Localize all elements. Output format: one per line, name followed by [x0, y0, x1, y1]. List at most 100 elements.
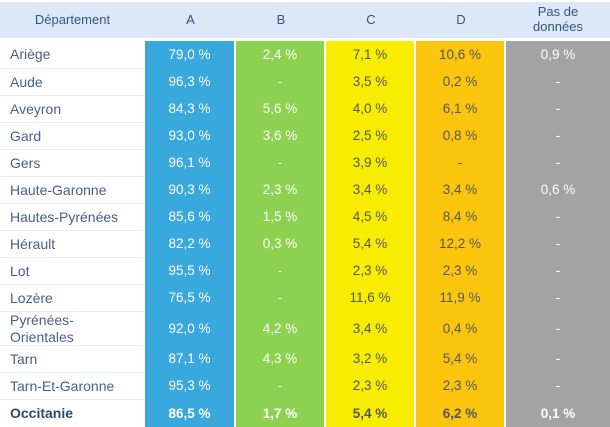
column-divider [324, 311, 326, 345]
column-divider [324, 230, 326, 257]
value-no-data: 0,9 % [506, 41, 610, 68]
column-header-d: D [456, 11, 466, 27]
column-divider [234, 399, 236, 427]
column-divider [234, 311, 236, 345]
department-name: Haute-Garonne [0, 176, 145, 203]
column-divider [414, 41, 416, 68]
value-b: - [236, 149, 324, 176]
column-divider [504, 176, 506, 203]
department-name: Gard [0, 122, 145, 149]
value-c: 11,6 % [326, 284, 414, 311]
value-a: 86,5 % [145, 399, 234, 427]
column-divider [414, 203, 416, 230]
region-total-name: Occitanie [0, 399, 145, 427]
column-divider [324, 284, 326, 311]
column-divider [234, 95, 236, 122]
value-no-data: - [506, 345, 610, 372]
value-no-data: - [506, 203, 610, 230]
value-d: 6,1 % [416, 95, 504, 122]
value-d: - [416, 149, 504, 176]
value-d: 0,8 % [416, 122, 504, 149]
department-name: Pyrénées-Orientales [0, 311, 145, 345]
column-divider [414, 311, 416, 345]
column-divider [234, 345, 236, 372]
value-d: 2,3 % [416, 257, 504, 284]
department-name: Lozère [0, 284, 145, 311]
value-a: 90,3 % [145, 176, 234, 203]
department-name: Hautes-Pyrénées [0, 203, 145, 230]
column-divider [414, 68, 416, 95]
column-divider [324, 95, 326, 122]
value-a: 84,3 % [145, 95, 234, 122]
column-divider [414, 176, 416, 203]
value-a: 85,6 % [145, 203, 234, 230]
value-no-data: 0,1 % [506, 399, 610, 427]
column-header-b: B [276, 11, 286, 27]
column-header-pas-de-donnees: Pas de données [533, 4, 583, 34]
column-divider [234, 372, 236, 399]
column-divider [504, 257, 506, 284]
value-c: 7,1 % [326, 41, 414, 68]
column-divider [414, 95, 416, 122]
column-divider [414, 257, 416, 284]
value-d: 8,4 % [416, 203, 504, 230]
value-c: 2,5 % [326, 122, 414, 149]
department-name: Lot [0, 257, 145, 284]
value-c: 2,3 % [326, 257, 414, 284]
column-divider [504, 149, 506, 176]
department-name: Tarn [0, 345, 145, 372]
value-no-data: - [506, 95, 610, 122]
value-no-data: - [506, 257, 610, 284]
value-no-data: - [506, 230, 610, 257]
value-b: - [236, 372, 324, 399]
column-divider [324, 68, 326, 95]
value-a: 93,0 % [145, 122, 234, 149]
value-c: 2,3 % [326, 372, 414, 399]
value-d: 11,9 % [416, 284, 504, 311]
department-name: Gers [0, 149, 145, 176]
value-a: 95,5 % [145, 257, 234, 284]
column-divider [504, 68, 506, 95]
department-name: Hérault [0, 230, 145, 257]
column-divider [234, 41, 236, 68]
value-b: - [236, 257, 324, 284]
department-name: Ariège [10, 46, 51, 63]
value-c: 3,4 % [326, 311, 414, 345]
column-divider [234, 257, 236, 284]
value-a: 82,2 % [145, 230, 234, 257]
column-divider [504, 284, 506, 311]
column-divider [504, 311, 506, 345]
column-divider [234, 176, 236, 203]
value-a: 92,0 % [145, 311, 234, 345]
value-a: 76,5 % [145, 284, 234, 311]
column-divider [504, 372, 506, 399]
value-b: 1,7 % [236, 399, 324, 427]
value-d: 12,2 % [416, 230, 504, 257]
column-header-c: C [366, 11, 376, 27]
value-c: 4,5 % [326, 203, 414, 230]
column-divider [234, 203, 236, 230]
department-name: Aveyron [0, 95, 145, 122]
value-b: 4,3 % [236, 345, 324, 372]
column-divider [324, 122, 326, 149]
table-header-row: Département A B C D Pas de données [0, 2, 610, 38]
column-divider [324, 176, 326, 203]
value-no-data: - [506, 372, 610, 399]
column-divider [324, 372, 326, 399]
value-b: 5,6 % [236, 95, 324, 122]
value-c: 4,0 % [326, 95, 414, 122]
department-name: Aude [0, 68, 145, 95]
column-divider [504, 399, 506, 427]
value-c: 3,2 % [326, 345, 414, 372]
value-b: 2,4 % [236, 41, 324, 68]
value-b: - [236, 284, 324, 311]
value-no-data: - [506, 149, 610, 176]
value-d: 10,6 % [416, 41, 504, 68]
value-d: 0,2 % [416, 68, 504, 95]
column-divider [504, 122, 506, 149]
column-divider [504, 230, 506, 257]
value-d: 6,2 % [416, 399, 504, 427]
column-divider [234, 68, 236, 95]
value-c: 5,4 % [326, 230, 414, 257]
value-b: 1,5 % [236, 203, 324, 230]
